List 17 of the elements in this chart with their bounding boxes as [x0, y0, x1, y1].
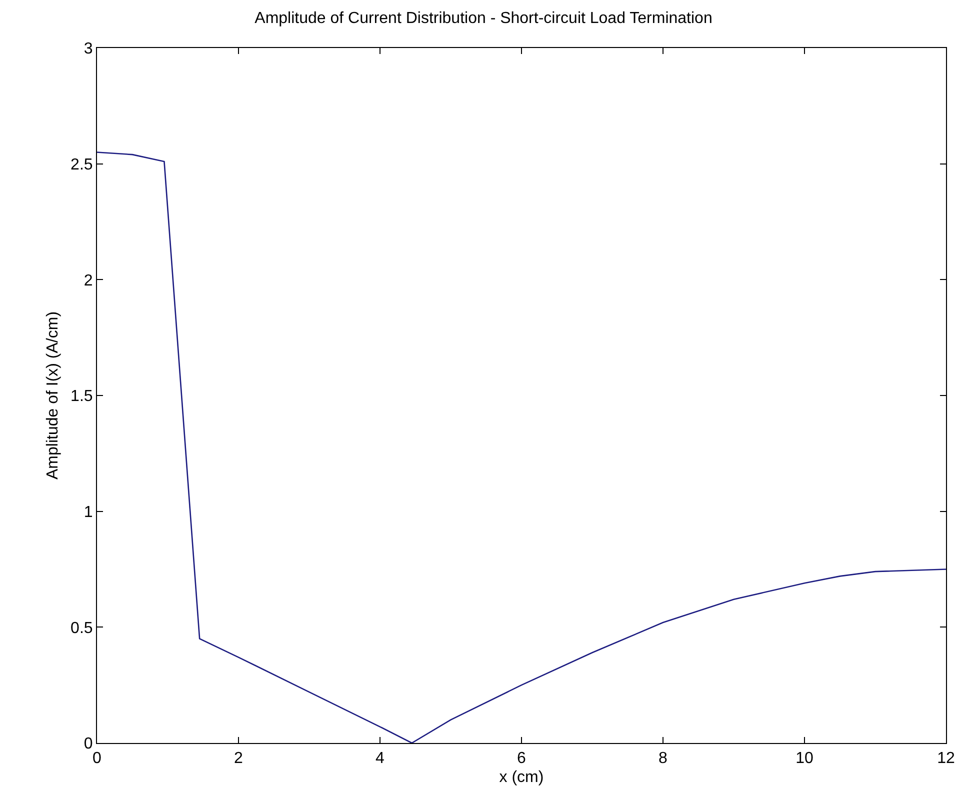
y-tick-label: 2 [84, 272, 93, 290]
x-tick-label: 4 [376, 750, 385, 768]
x-tick-label: 6 [517, 750, 526, 768]
x-tick-label: 8 [658, 750, 668, 768]
y-tick-label: 1.5 [70, 388, 93, 406]
x-axis-title: x (cm) [499, 768, 544, 786]
chart-title: Amplitude of Current Distribution - Short-circuit Load Termination [254, 10, 712, 28]
y-tick-label: 1 [84, 504, 93, 521]
x-tick-label: 12 [937, 750, 955, 768]
y-tick-label: 0.5 [70, 620, 93, 637]
x-tick-label: 2 [234, 750, 244, 768]
x-tick-label: 10 [796, 750, 814, 768]
y-axis-title: Amplitude of I(x) (A/cm) [44, 311, 62, 480]
y-tick-label: 0 [84, 736, 93, 753]
y-tick-label: 2.5 [70, 156, 93, 174]
line-series [97, 152, 946, 743]
y-tick-label: 3 [84, 40, 93, 58]
